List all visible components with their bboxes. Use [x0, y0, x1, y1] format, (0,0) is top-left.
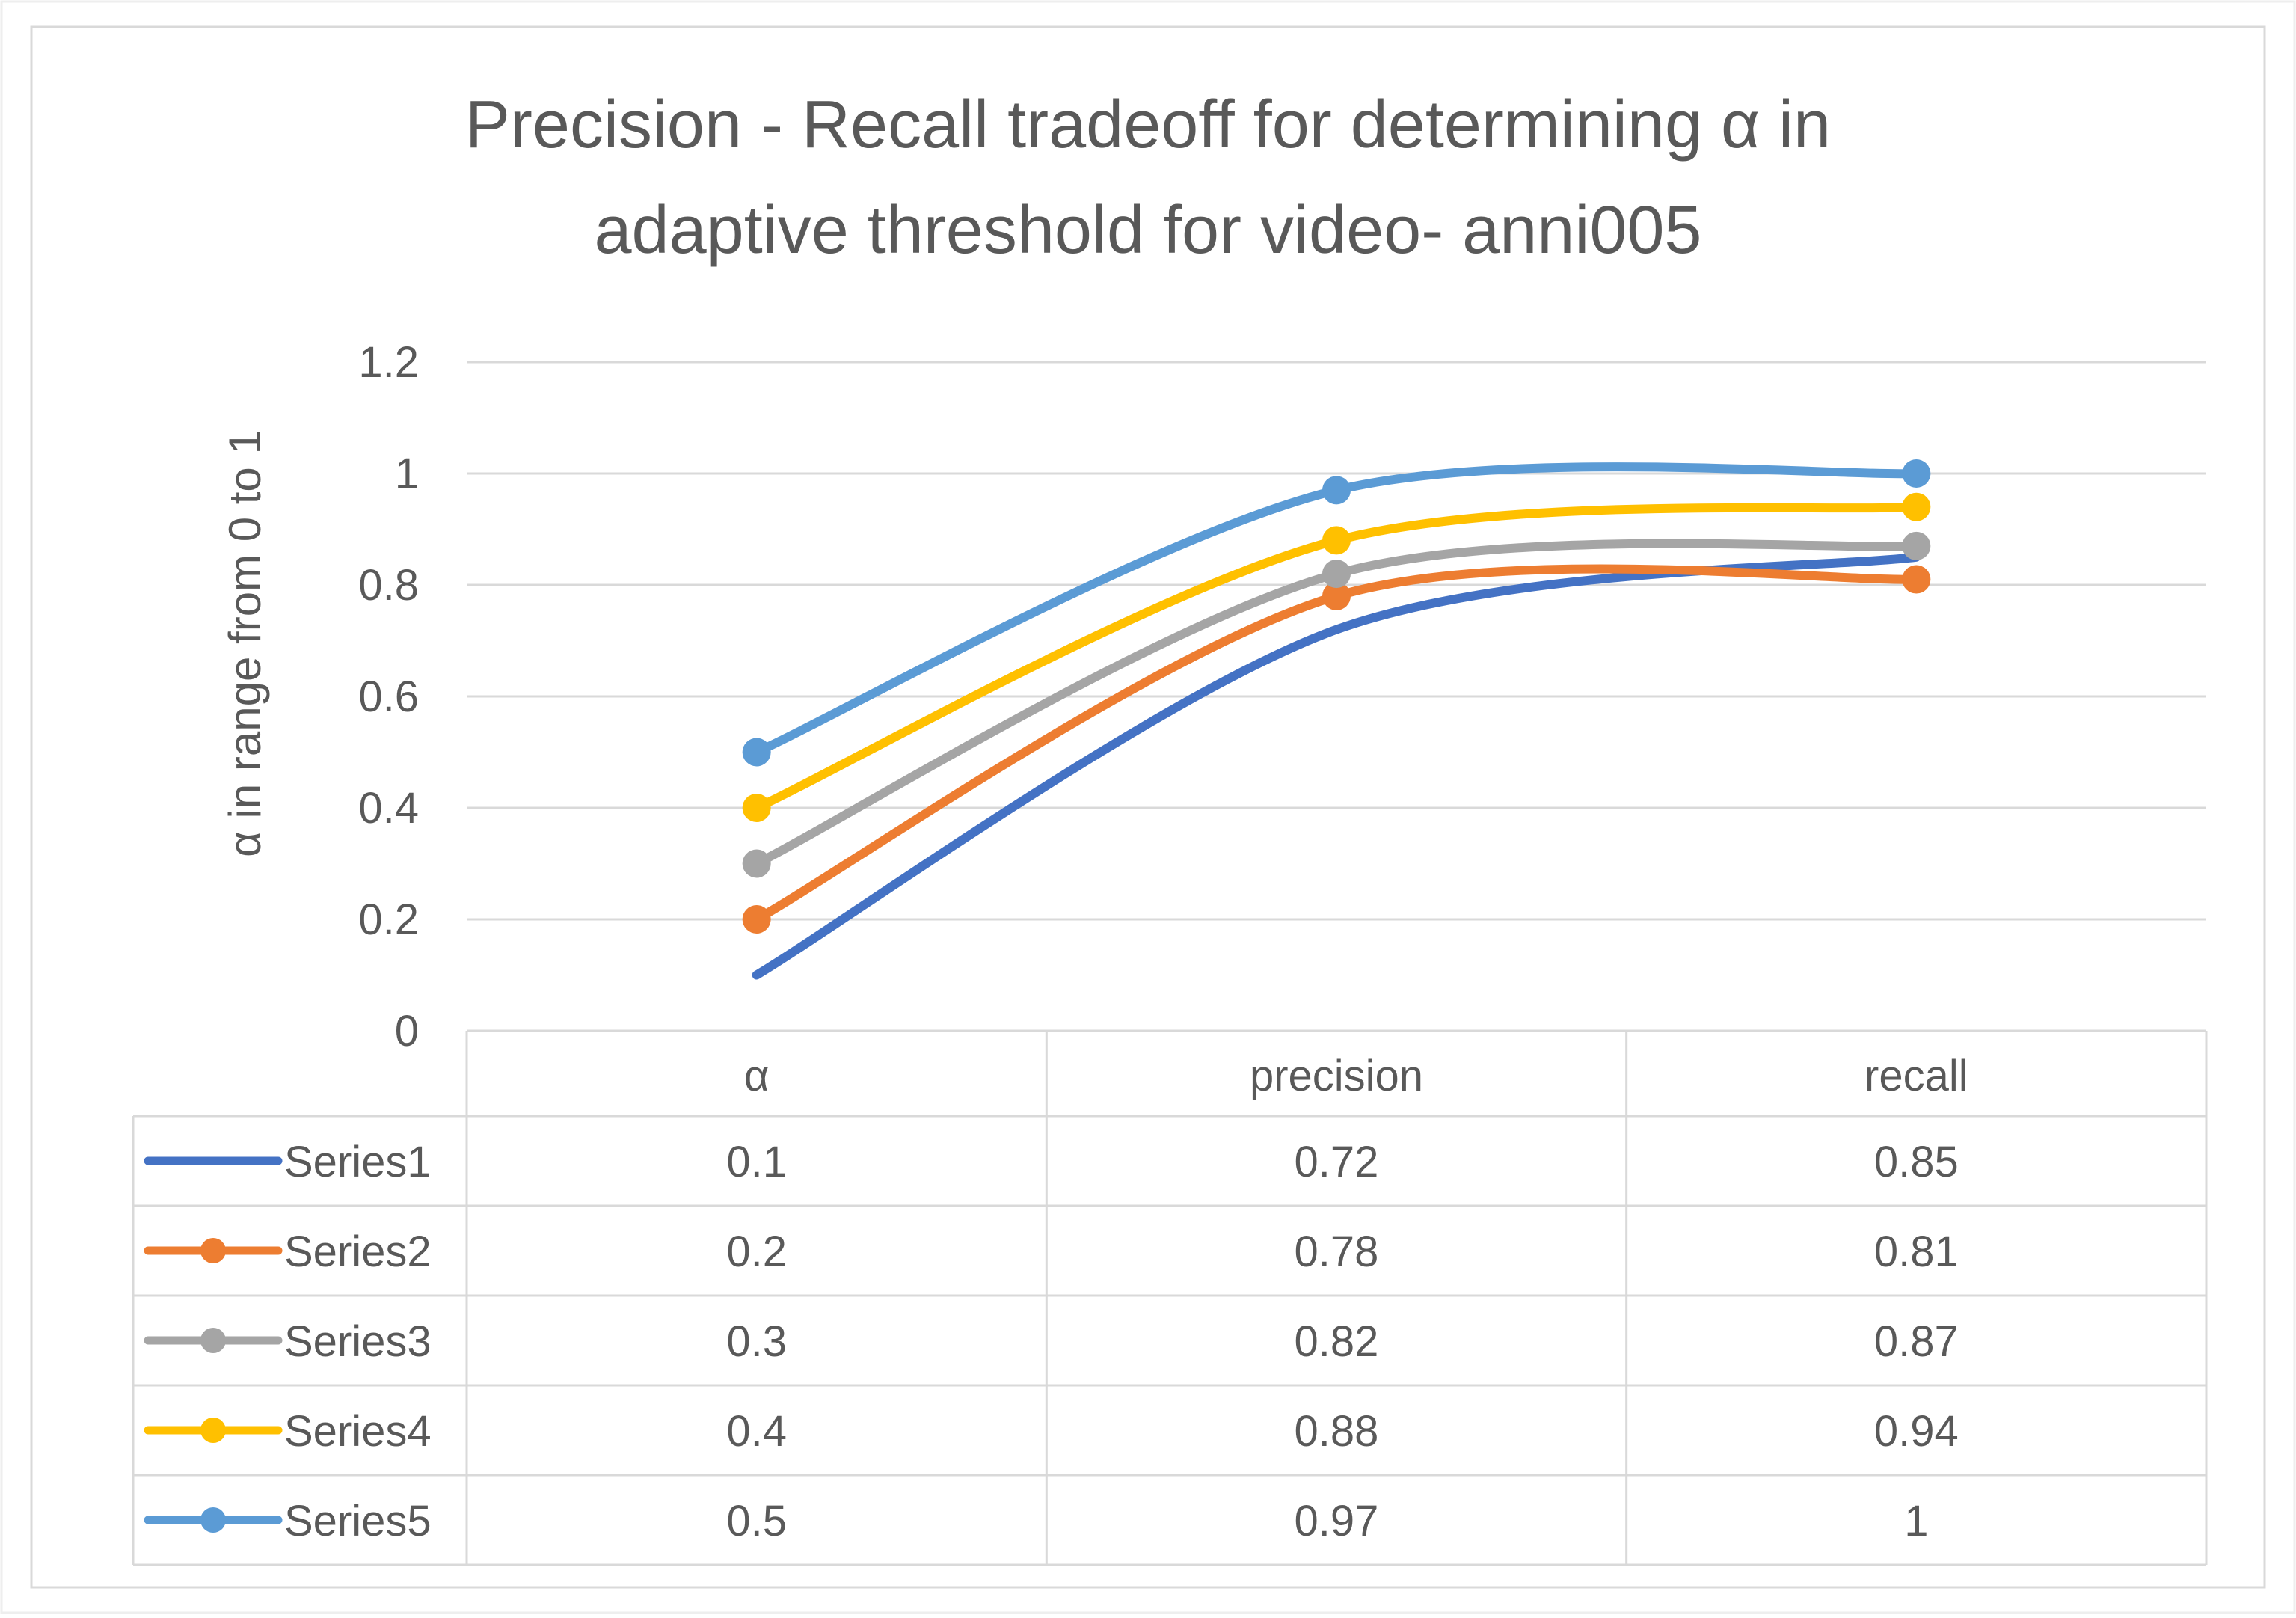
data-table-value: 0.88	[1295, 1407, 1379, 1456]
chart-title-line-2: adaptive threshold for video- anni005	[594, 193, 1701, 268]
data-point	[1902, 565, 1931, 594]
data-point	[742, 849, 771, 878]
data-table-value: 1	[1904, 1497, 1928, 1545]
data-point	[1322, 526, 1351, 555]
y-tick-label: 0.6	[358, 672, 419, 721]
y-axis-label: α in range from 0 to 1	[220, 429, 270, 857]
data-table-value: 0.85	[1874, 1138, 1959, 1186]
category-label: recall	[1864, 1052, 1968, 1100]
data-point	[1902, 459, 1931, 488]
y-tick-label: 0	[395, 1007, 419, 1055]
series-lines	[742, 459, 1931, 980]
y-tick-label: 0.8	[358, 561, 419, 610]
y-tick-labels: 0 0.2 0.4 0.6 0.8 1 1.2	[358, 338, 419, 1055]
data-table-value: 0.3	[726, 1317, 787, 1366]
data-table-value: 0.78	[1295, 1228, 1379, 1276]
data-point	[1322, 560, 1351, 589]
legend-series-name: Series3	[284, 1317, 432, 1366]
y-tick-label: 0.2	[358, 895, 419, 944]
data-table-value: 0.87	[1874, 1317, 1959, 1366]
data-point	[1902, 531, 1931, 560]
legend-series-name: Series4	[284, 1407, 432, 1456]
category-label: α	[744, 1052, 770, 1100]
legend-key-marker	[200, 1328, 226, 1353]
legend-series-name: Series2	[284, 1228, 432, 1276]
y-tick-label: 1	[395, 450, 419, 498]
data-table-value: 0.97	[1295, 1497, 1379, 1545]
data-table-value: 0.82	[1295, 1317, 1379, 1366]
data-point	[742, 738, 771, 767]
data-table-value: 0.5	[726, 1497, 787, 1545]
data-table-value: 0.1	[726, 1138, 787, 1186]
series-line	[752, 552, 1921, 980]
legend-key-marker	[200, 1418, 226, 1443]
data-table-value: 0.81	[1874, 1228, 1959, 1276]
data-point	[742, 905, 771, 934]
data-table: α precision recall Series1 0.1 0.72 0.85 Series…	[132, 1029, 2208, 1566]
y-tick-label: 1.2	[358, 338, 419, 387]
data-table-value: 0.2	[726, 1228, 787, 1276]
legend-key-marker	[200, 1507, 226, 1533]
legend-series-name: Series5	[284, 1497, 432, 1545]
data-table-value: 0.72	[1295, 1138, 1379, 1186]
data-table-value: 0.4	[726, 1407, 787, 1456]
data-point	[742, 794, 771, 822]
data-point	[1322, 581, 1351, 610]
data-table-value: 0.94	[1874, 1407, 1959, 1456]
data-point	[1322, 476, 1351, 505]
category-label: precision	[1250, 1052, 1423, 1100]
legend-key-marker	[200, 1238, 226, 1263]
chart-title-line-1: Precision - Recall tradeoff for determin…	[465, 88, 1831, 162]
legend-series-name: Series1	[284, 1138, 432, 1186]
data-point	[1902, 492, 1931, 521]
y-tick-label: 0.4	[358, 784, 419, 833]
